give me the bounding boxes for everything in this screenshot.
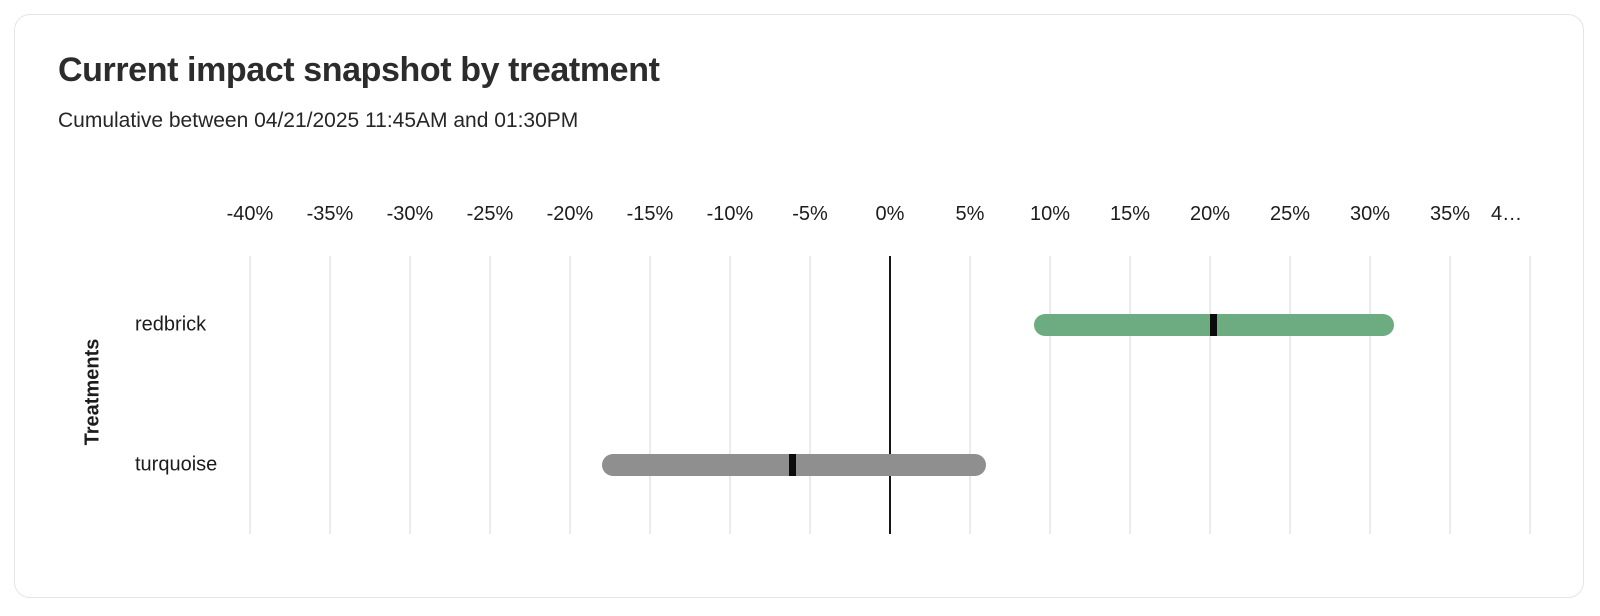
x-tick-label--35pct: -35% (306, 203, 354, 225)
x-tick-label-5pct: 5% (955, 203, 985, 225)
gridline--10pct (729, 256, 731, 534)
gridline-40pct (1529, 256, 1531, 534)
x-tick-label--10pct: -10% (706, 203, 754, 225)
gridline--20pct (569, 256, 571, 534)
x-tick-label--30pct: -30% (386, 203, 434, 225)
x-tick-label--15pct: -15% (626, 203, 674, 225)
zero-axis-line (889, 256, 891, 534)
x-tick-label-0pct: 0% (875, 203, 905, 225)
chart-title: Current impact snapshot by treatment (58, 51, 660, 89)
x-tick-label-15pct: 15% (1109, 203, 1151, 225)
gridline--30pct (409, 256, 411, 534)
gridline--25pct (489, 256, 491, 534)
gridline-25pct (1289, 256, 1291, 534)
x-tick-label--40pct: -40% (226, 203, 274, 225)
x-tick-label--20pct: -20% (546, 203, 594, 225)
x-tick-label-30pct: 30% (1349, 203, 1391, 225)
y-axis-title: Treatments (81, 338, 104, 446)
gridline--5pct (809, 256, 811, 534)
gridline-10pct (1049, 256, 1051, 534)
treatment-label-redbrick: redbrick (135, 313, 207, 336)
treatment-label-turquoise: turquoise (135, 453, 218, 476)
point-estimate-marker-turquoise (788, 454, 796, 476)
point-estimate-marker-redbrick (1209, 314, 1217, 336)
x-tick-label-35pct: 35% (1429, 203, 1471, 225)
gridline-30pct (1369, 256, 1371, 534)
gridline-35pct (1449, 256, 1451, 534)
gridline-15pct (1129, 256, 1131, 534)
x-tick-label-10pct: 10% (1029, 203, 1071, 225)
impact-snapshot-card: Current impact snapshot by treatment Cum… (14, 14, 1584, 598)
x-tick-label--25pct: -25% (466, 203, 514, 225)
x-tick-label--5pct: -5% (792, 203, 828, 225)
x-tick-label-40pct: 4… (1491, 203, 1523, 225)
x-tick-label-20pct: 20% (1189, 203, 1231, 225)
chart-subtitle: Cumulative between 04/21/2025 11:45AM an… (58, 109, 579, 132)
gridline-20pct (1209, 256, 1211, 534)
x-tick-label-25pct: 25% (1269, 203, 1311, 225)
gridline-5pct (969, 256, 971, 534)
gridline--40pct (249, 256, 251, 534)
gridline--15pct (649, 256, 651, 534)
impact-bar-chart: Treatments -40% -35% -30% -25% -20% -15% -10% -… (15, 15, 1583, 597)
gridline--35pct (329, 256, 331, 534)
